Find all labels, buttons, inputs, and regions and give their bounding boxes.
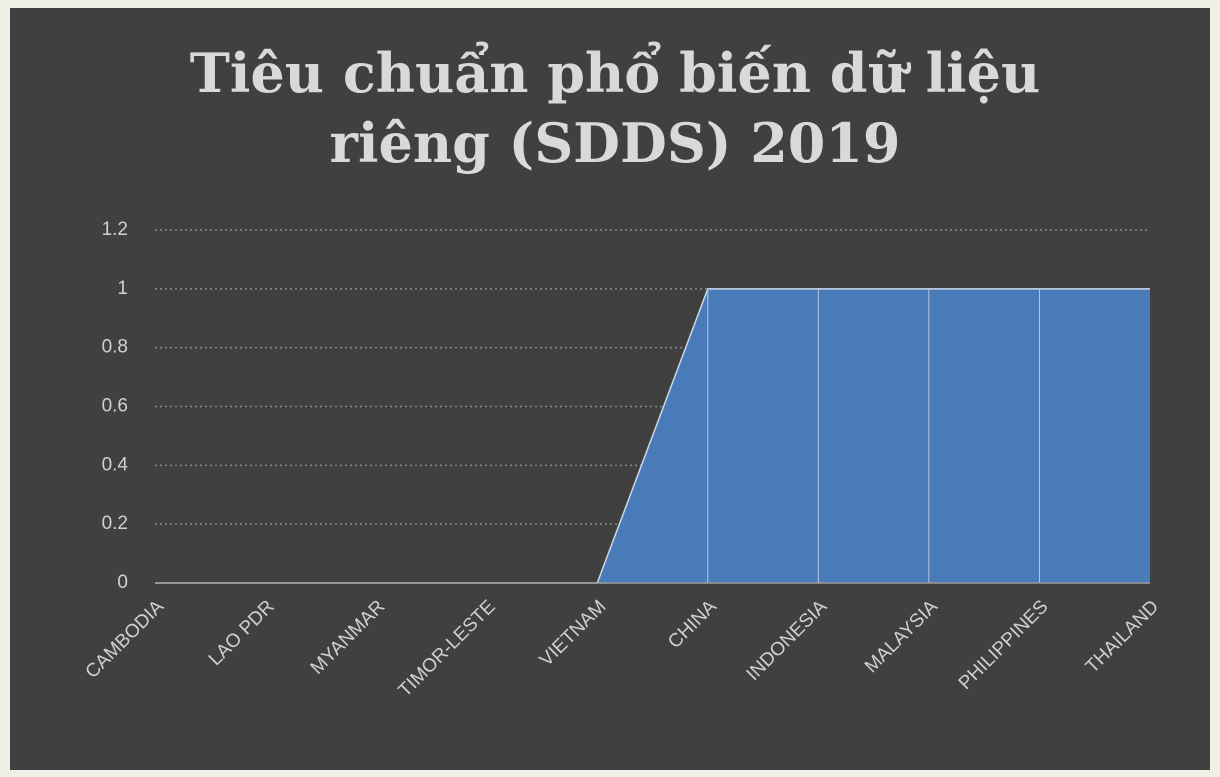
y-tick-label: 1.2 bbox=[102, 219, 128, 240]
y-tick-label: 0.2 bbox=[102, 513, 128, 534]
x-tick-label: CHINA bbox=[664, 596, 721, 653]
x-tick-label: CAMBODIA bbox=[82, 596, 169, 683]
x-tick-label: TIMOR-LESTE bbox=[395, 596, 500, 701]
x-tick-label: INDONESIA bbox=[743, 596, 832, 685]
y-tick-label: 1 bbox=[117, 278, 128, 299]
x-tick-label: LAO PDR bbox=[205, 596, 279, 670]
x-tick-label: MALAYSIA bbox=[861, 596, 942, 677]
x-tick-label: PHILIPPINES bbox=[955, 596, 1053, 694]
y-tick-label: 0.4 bbox=[102, 454, 129, 475]
y-tick-label: 0.8 bbox=[102, 337, 128, 358]
x-tick-label: THAILAND bbox=[1082, 596, 1163, 677]
x-tick-label: MYANMAR bbox=[307, 596, 390, 679]
y-tick-label: 0.6 bbox=[102, 396, 128, 417]
x-tick-label: VIETNAM bbox=[536, 596, 611, 671]
y-tick-label: 0 bbox=[117, 572, 128, 593]
chart-title: Tiêu chuẩn phổ biến dữ liệu riêng (SDDS)… bbox=[189, 41, 1041, 175]
